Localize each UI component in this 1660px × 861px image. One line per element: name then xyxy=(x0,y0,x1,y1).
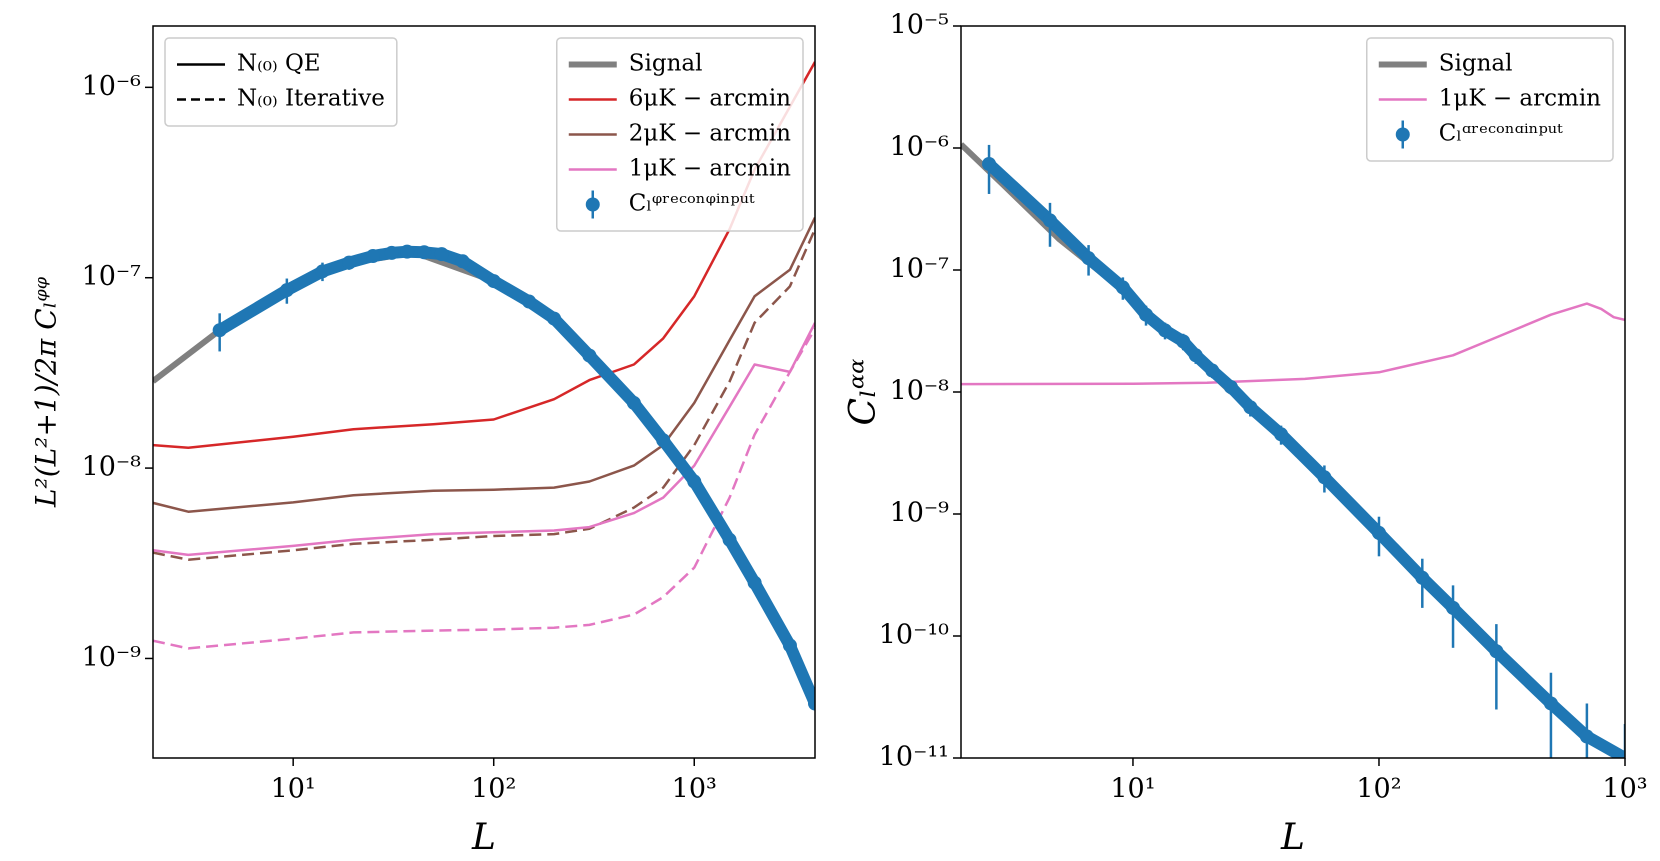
data-point xyxy=(656,433,671,448)
data-point xyxy=(1371,525,1386,540)
axes-frame xyxy=(960,25,1626,759)
x-tick-label: 10² xyxy=(1356,774,1401,805)
data-point xyxy=(687,474,702,489)
data-point xyxy=(434,247,449,262)
data-point xyxy=(1081,251,1096,266)
data-point xyxy=(747,575,762,590)
legend-label: Signal xyxy=(629,51,703,77)
legend: Signal 1μK − arcmin Cₗᵅʳᵉᶜᵒⁿᵅⁱⁿᵖᵘᵗ xyxy=(1366,37,1614,162)
data-point xyxy=(982,156,997,171)
x-tick-label: 10² xyxy=(471,774,516,805)
legend-label: N₍₀₎ Iterative xyxy=(237,86,385,112)
data-point xyxy=(522,294,537,309)
data-point xyxy=(212,323,227,338)
x-tick-label: 10¹ xyxy=(1110,774,1155,805)
y-tick-label: 10⁻⁶ xyxy=(82,71,142,102)
data-point xyxy=(1274,427,1289,442)
y-axis-label: Cₗᵅᵅ xyxy=(843,359,884,426)
data-point xyxy=(486,274,501,289)
axes-frame xyxy=(152,25,816,759)
data-point xyxy=(1489,644,1504,659)
x-axis-label: L xyxy=(471,817,496,858)
data-point xyxy=(1158,323,1173,338)
panel: 10¹ 10² 10³ 10⁻⁹ 10⁻⁸ 10⁻⁷ 10⁻⁶ L L²(L²+1)/2π Cₗ… xyxy=(30,25,816,858)
x-tick-label: 10³ xyxy=(672,774,717,805)
data-point xyxy=(1176,334,1191,349)
data-point xyxy=(1579,729,1594,744)
y-tick-label: 10⁻⁶ xyxy=(890,132,950,163)
data-point xyxy=(782,638,797,653)
data-point xyxy=(1415,570,1430,585)
plot-area xyxy=(961,142,1625,758)
data-point xyxy=(1205,363,1220,378)
legend-swatch xyxy=(585,197,600,212)
series-line xyxy=(153,328,815,650)
data-point xyxy=(365,249,380,264)
y-tick-label: 10⁻⁷ xyxy=(890,254,950,285)
legend-label: 1μK − arcmin xyxy=(1439,86,1601,112)
legend-label: 1μK − arcmin xyxy=(629,156,791,182)
y-tick-label: 10⁻⁸ xyxy=(82,452,142,483)
y-tick-label: 10⁻⁸ xyxy=(890,376,950,407)
data-point xyxy=(384,245,399,260)
legend-frame xyxy=(1366,37,1614,162)
data-point xyxy=(342,255,357,270)
legend-swatch xyxy=(1395,127,1410,142)
data-point xyxy=(582,348,597,363)
data-point xyxy=(722,532,737,547)
data-point xyxy=(1042,213,1057,228)
data-point xyxy=(1243,400,1258,415)
series-line xyxy=(153,322,815,557)
data-point xyxy=(400,244,415,259)
data-point xyxy=(1543,696,1558,711)
legend-label: Cₗᵠʳᵉᶜᵒⁿᵠⁱⁿᵖᵘᵗ xyxy=(629,191,755,217)
legend-frame xyxy=(556,37,804,232)
x-tick-label: 10³ xyxy=(1602,774,1647,805)
legend-frame xyxy=(164,37,398,127)
series-line xyxy=(961,302,1625,386)
legend-label: 6μK − arcmin xyxy=(629,86,791,112)
y-tick-label: 10⁻¹¹ xyxy=(879,742,949,773)
data-point xyxy=(547,311,562,326)
data-point xyxy=(626,395,641,410)
series-line xyxy=(153,217,815,513)
legend-label: Cₗᵅʳᵉᶜᵒⁿᵅⁱⁿᵖᵘᵗ xyxy=(1439,121,1563,147)
legend-label: 2μK − arcmin xyxy=(629,121,791,147)
panel: 10¹ 10² 10³ 10⁻¹¹ 10⁻¹⁰ 10⁻⁹ 10⁻⁸ 10⁻⁷ 10⁻⁶ 10⁻⁵ L… xyxy=(843,10,1648,859)
y-axis-label: L²(L²+1)/2π Cₗᵠᵠ xyxy=(30,276,63,508)
data-point xyxy=(1223,379,1238,394)
legend-label: N₍₀₎ QE xyxy=(237,51,321,77)
data-point xyxy=(315,264,330,279)
y-tick-label: 10⁻⁹ xyxy=(82,642,142,673)
data-point xyxy=(1139,307,1154,322)
data-point xyxy=(1115,280,1130,295)
data-point xyxy=(1188,348,1203,363)
data-point xyxy=(808,696,815,711)
data-point xyxy=(417,245,432,260)
data-point xyxy=(279,283,294,298)
y-tick-label: 10⁻⁹ xyxy=(890,498,950,529)
legend-label: Signal xyxy=(1439,51,1513,77)
series-line xyxy=(153,249,815,705)
legend: N₍₀₎ QE N₍₀₎ Iterative xyxy=(164,37,398,127)
x-tick-label: 10¹ xyxy=(271,774,316,805)
data-point xyxy=(1446,600,1461,615)
series-band xyxy=(213,245,815,710)
legend: Signal 6μK − arcmin 2μK − arcmin 1μK − arcm… xyxy=(556,37,804,232)
data-point xyxy=(1317,470,1332,485)
x-axis-label: L xyxy=(1280,817,1305,858)
y-tick-label: 10⁻¹⁰ xyxy=(879,620,949,651)
series-line xyxy=(153,228,815,561)
y-tick-label: 10⁻⁵ xyxy=(890,10,949,41)
data-point xyxy=(1618,751,1625,758)
data-point xyxy=(455,254,470,269)
plot-area xyxy=(153,61,815,711)
y-tick-label: 10⁻⁷ xyxy=(82,261,142,292)
